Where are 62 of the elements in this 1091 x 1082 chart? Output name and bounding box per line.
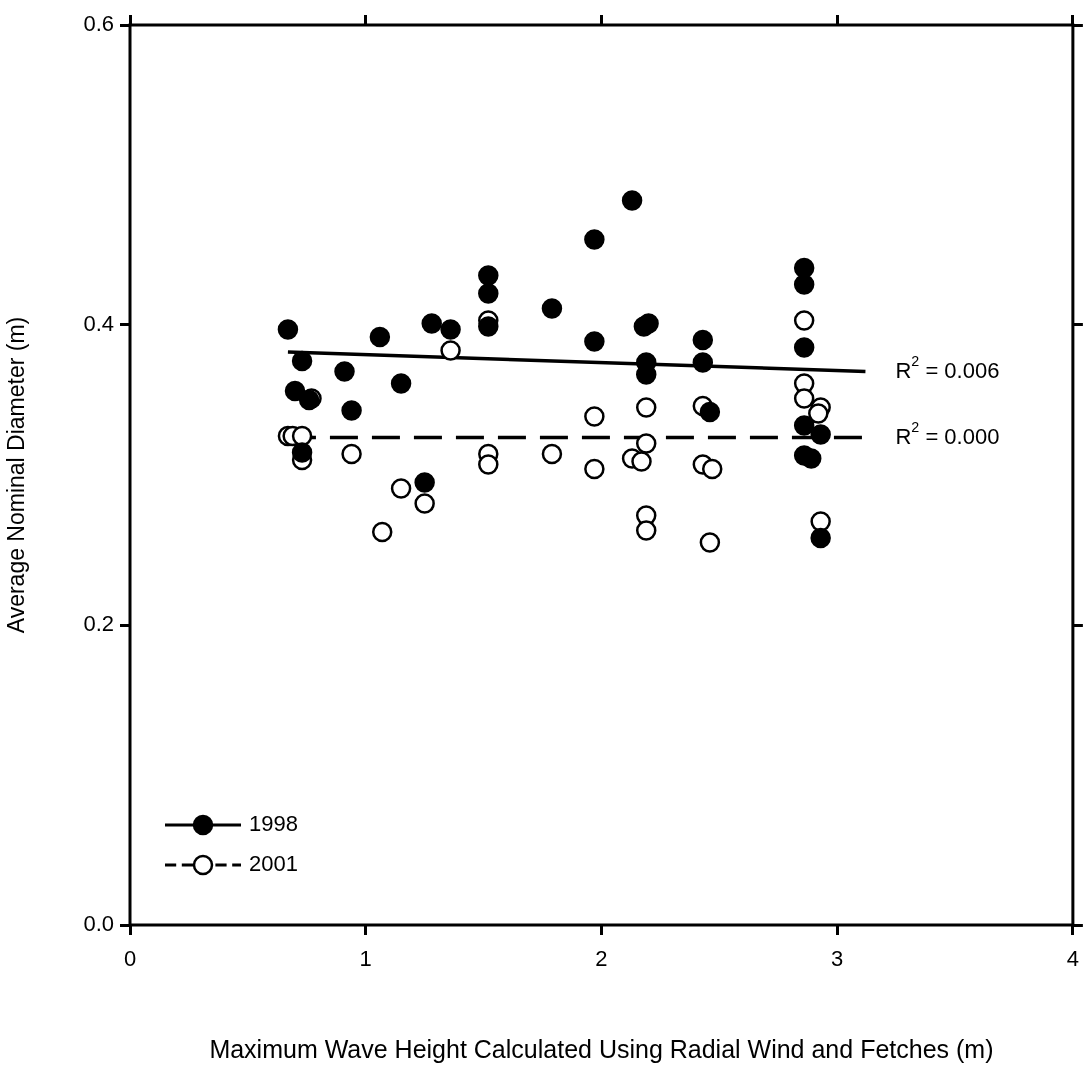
point xyxy=(692,329,714,351)
y-tick-label: 0.2 xyxy=(83,611,114,637)
point xyxy=(478,316,499,337)
point xyxy=(793,274,815,295)
point xyxy=(699,401,721,423)
y-axis-title: Average Nominal Diameter (m) xyxy=(3,316,30,634)
point xyxy=(635,397,657,418)
point xyxy=(369,326,391,348)
point xyxy=(414,493,435,514)
point xyxy=(793,388,815,409)
point xyxy=(334,361,355,382)
legend-label: 1998 xyxy=(249,811,298,837)
point xyxy=(277,319,299,340)
point xyxy=(810,511,831,532)
point xyxy=(701,458,723,480)
point xyxy=(284,380,306,402)
y-tick-label: 0.6 xyxy=(83,11,114,37)
point xyxy=(800,448,822,469)
point xyxy=(810,527,831,549)
point xyxy=(390,373,412,394)
point xyxy=(291,350,313,372)
point xyxy=(793,257,815,279)
point xyxy=(478,454,499,475)
point xyxy=(793,310,815,331)
point xyxy=(541,443,563,465)
point xyxy=(699,532,721,553)
x-tick-label: 1 xyxy=(359,946,372,972)
x-tick-label: 4 xyxy=(1066,946,1080,972)
point xyxy=(421,313,442,334)
point xyxy=(810,424,831,445)
point xyxy=(291,425,313,447)
legend-label: 2001 xyxy=(249,851,298,877)
point xyxy=(584,406,605,427)
point xyxy=(478,265,499,286)
point xyxy=(584,331,605,352)
point xyxy=(541,298,563,319)
point xyxy=(808,403,829,424)
point xyxy=(341,400,362,421)
point xyxy=(478,283,499,304)
x-tick-label: 2 xyxy=(595,946,608,972)
point xyxy=(291,442,313,463)
point xyxy=(793,415,815,436)
x-tick-label: 0 xyxy=(123,946,137,972)
y-tick-label: 0.4 xyxy=(83,311,114,337)
point xyxy=(638,313,659,334)
point xyxy=(341,443,362,465)
x-tick-label: 3 xyxy=(831,946,844,972)
point xyxy=(793,337,815,358)
y-tick-label: 0.0 xyxy=(83,911,114,937)
x-axis-title: Maximum Wave Height Calculated Using Radial Wind and Fetches (m) xyxy=(209,1034,994,1063)
point xyxy=(414,472,435,493)
point xyxy=(584,229,605,250)
point xyxy=(692,352,714,373)
point xyxy=(631,451,652,472)
point xyxy=(635,520,657,541)
point xyxy=(371,521,393,543)
point xyxy=(584,458,605,480)
point xyxy=(621,190,643,211)
point xyxy=(440,340,461,361)
point xyxy=(440,319,461,340)
point xyxy=(390,478,412,499)
point xyxy=(635,433,657,454)
